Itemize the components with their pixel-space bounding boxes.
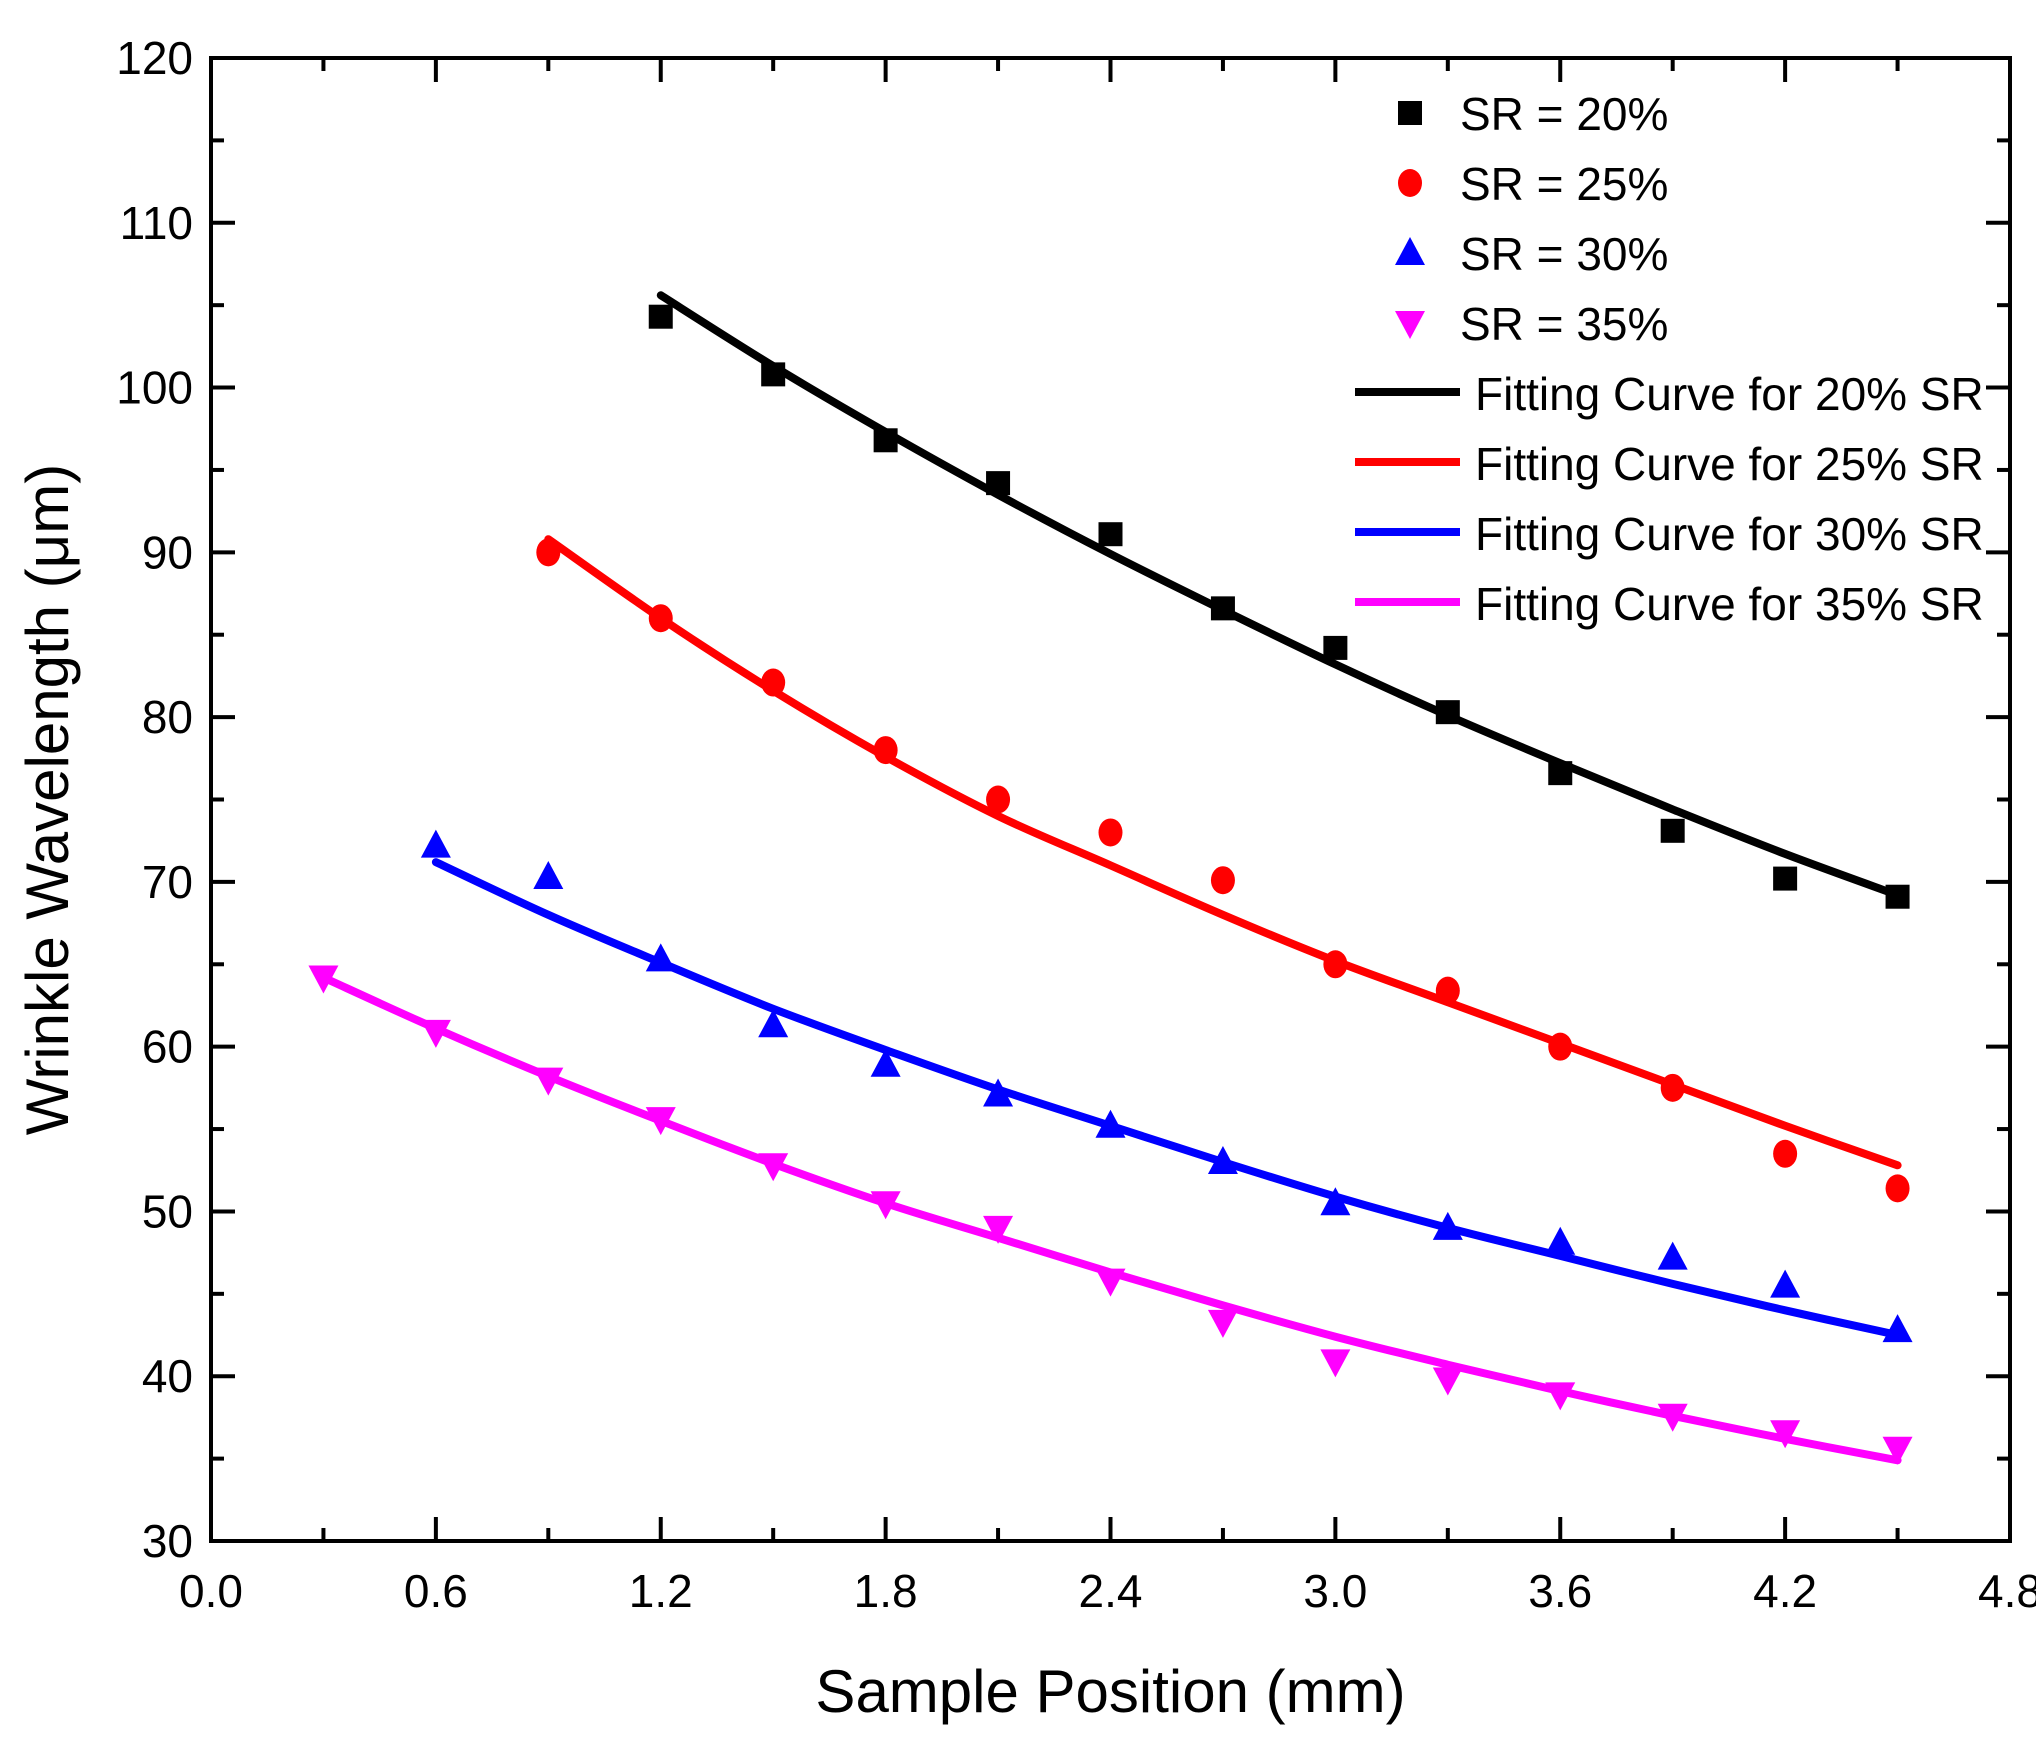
legend-fit-label-3: Fitting Curve for 30% SR: [1475, 508, 1984, 560]
x-axis-title: Sample Position (mm): [815, 1658, 1405, 1725]
x-tick-label: 4.8: [1978, 1565, 2036, 1617]
data-point-sr3: [1770, 1269, 1801, 1298]
y-tick-label: 50: [142, 1185, 193, 1237]
data-point-sr1: [1210, 596, 1235, 621]
data-point-sr4: [1657, 1403, 1688, 1432]
data-point-sr4: [1545, 1382, 1576, 1411]
data-point-sr2: [1323, 950, 1348, 979]
data-point-sr3: [758, 1009, 789, 1038]
data-point-sr2: [536, 538, 561, 567]
x-tick-label: 0.0: [179, 1565, 243, 1617]
data-point-sr1: [1323, 635, 1348, 660]
data-point-sr2: [986, 785, 1011, 814]
fit-curve-4: [319, 973, 1902, 1465]
data-point-sr4: [1095, 1268, 1126, 1297]
data-point-sr3: [1657, 1241, 1688, 1270]
data-point-sr3: [533, 860, 564, 889]
y-tick-label: 100: [116, 362, 193, 414]
data-point-sr2: [1098, 818, 1123, 847]
data-point-sr3: [1207, 1146, 1238, 1175]
legend: SR = 20% SR = 25% SR = 30% SR = 35% Fitting …: [1355, 88, 1984, 630]
y-tick-labels: 30 40 50 60 70 80 90 100 110 120: [116, 32, 193, 1567]
data-point-sr4: [1882, 1436, 1913, 1465]
legend-label-3: SR = 30%: [1460, 228, 1668, 280]
data-point-sr2: [1210, 866, 1235, 895]
legend-marker-4: [1395, 311, 1425, 339]
data-point-sr4: [308, 965, 339, 994]
data-point-sr4: [758, 1153, 789, 1182]
data-point-sr3: [983, 1078, 1014, 1107]
data-point-sr2: [1885, 1174, 1910, 1203]
data-point-sr2: [1548, 1032, 1573, 1061]
legend-marker-2: [1398, 169, 1422, 197]
data-point-sr1: [1435, 700, 1460, 725]
data-point-sr4: [533, 1067, 564, 1096]
legend-fit-label-2: Fitting Curve for 25% SR: [1475, 438, 1984, 490]
y-tick-label: 40: [142, 1350, 193, 1402]
x-tick-label: 2.4: [1079, 1565, 1143, 1617]
data-point-sr3: [645, 943, 676, 972]
x-tick-label: 0.6: [404, 1565, 468, 1617]
legend-marker-3: [1395, 237, 1425, 265]
data-point-sr3: [420, 829, 451, 858]
y-tick-label: 80: [142, 691, 193, 743]
x-tick-label: 1.8: [854, 1565, 918, 1617]
data-point-sr3: [1320, 1187, 1351, 1216]
data-point-sr3: [1432, 1211, 1463, 1240]
legend-label-2: SR = 25%: [1460, 158, 1668, 210]
data-point-sr3: [1095, 1109, 1126, 1138]
data-point-sr4: [1770, 1420, 1801, 1449]
data-point-sr4: [1320, 1349, 1351, 1378]
data-point-sr1: [761, 362, 786, 387]
data-point-sr3: [1545, 1226, 1576, 1255]
y-axis-title: Wrinkle Wavelength (μm): [14, 464, 81, 1135]
data-point-sr1: [1548, 761, 1573, 786]
data-point-sr1: [1660, 818, 1685, 843]
y-tick-label: 70: [142, 856, 193, 908]
data-point-sr1: [986, 471, 1011, 496]
data-point-sr4: [983, 1215, 1014, 1244]
legend-label-1: SR = 20%: [1460, 88, 1668, 140]
data-point-sr1: [1885, 884, 1910, 909]
x-tick-label: 3.6: [1528, 1565, 1592, 1617]
fit-curve-1: [656, 291, 1902, 900]
data-point-sr2: [1435, 976, 1460, 1005]
y-tick-label: 30: [142, 1515, 193, 1567]
data-point-sr2: [648, 604, 673, 633]
data-point-sr2: [761, 668, 786, 697]
y-tick-label: 60: [142, 1021, 193, 1073]
x-tick-labels: 0.0 0.6 1.2 1.8 2.4 3.0 3.6 4.2 4.8: [179, 1565, 2036, 1617]
data-point-sr4: [1207, 1309, 1238, 1338]
data-point-sr4: [1432, 1367, 1463, 1396]
legend-label-4: SR = 35%: [1460, 298, 1668, 350]
data-point-sr2: [1773, 1139, 1798, 1168]
data-markers: [308, 304, 1913, 1465]
data-point-sr4: [420, 1019, 451, 1048]
data-point-sr2: [873, 736, 898, 765]
axis-ticks: [209, 56, 2012, 1543]
data-point-sr2: [1660, 1073, 1685, 1102]
y-tick-label: 90: [142, 526, 193, 578]
y-tick-label: 120: [116, 32, 193, 84]
plot-frame: [209, 56, 2012, 1543]
fit-curve-2: [544, 535, 1902, 1170]
data-point-sr4: [645, 1107, 676, 1136]
x-tick-label: 4.2: [1753, 1565, 1817, 1617]
data-point-sr3: [1882, 1314, 1913, 1343]
y-tick-label: 110: [120, 197, 193, 249]
legend-marker-1: [1398, 101, 1422, 125]
data-point-sr1: [1098, 522, 1123, 547]
x-tick-label: 1.2: [629, 1565, 693, 1617]
data-point-sr1: [873, 428, 898, 453]
data-point-sr1: [648, 304, 673, 329]
data-point-sr4: [870, 1191, 901, 1220]
data-point-sr3: [870, 1048, 901, 1077]
data-point-sr1: [1773, 866, 1798, 891]
legend-fit-label-4: Fitting Curve for 35% SR: [1475, 578, 1984, 630]
legend-fit-label-1: Fitting Curve for 20% SR: [1475, 368, 1984, 420]
x-tick-label: 3.0: [1303, 1565, 1367, 1617]
